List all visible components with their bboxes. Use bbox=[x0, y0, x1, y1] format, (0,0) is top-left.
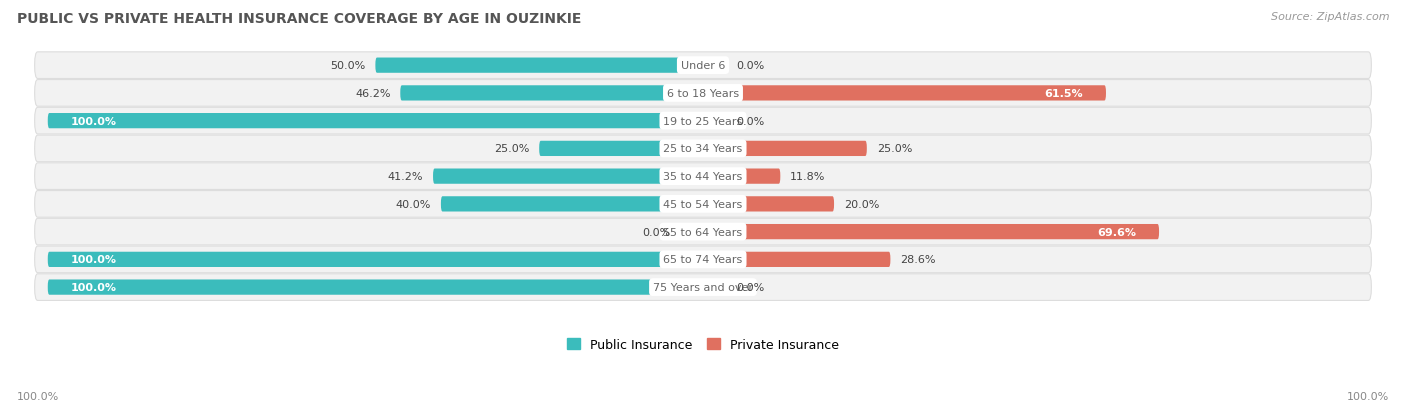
Text: 69.6%: 69.6% bbox=[1097, 227, 1136, 237]
Text: 25.0%: 25.0% bbox=[494, 144, 530, 154]
Text: 25 to 34 Years: 25 to 34 Years bbox=[664, 144, 742, 154]
FancyBboxPatch shape bbox=[48, 252, 703, 267]
Text: 65 to 74 Years: 65 to 74 Years bbox=[664, 255, 742, 265]
Text: 0.0%: 0.0% bbox=[643, 227, 671, 237]
Text: 61.5%: 61.5% bbox=[1045, 89, 1083, 99]
FancyBboxPatch shape bbox=[703, 141, 868, 157]
Text: 20.0%: 20.0% bbox=[844, 199, 879, 209]
Text: 100.0%: 100.0% bbox=[70, 255, 117, 265]
FancyBboxPatch shape bbox=[35, 219, 1371, 245]
Text: Under 6: Under 6 bbox=[681, 61, 725, 71]
Text: 100.0%: 100.0% bbox=[70, 116, 117, 126]
FancyBboxPatch shape bbox=[703, 252, 890, 267]
Text: 11.8%: 11.8% bbox=[790, 172, 825, 182]
Text: 40.0%: 40.0% bbox=[395, 199, 432, 209]
Text: 75 Years and over: 75 Years and over bbox=[652, 282, 754, 292]
Text: 28.6%: 28.6% bbox=[900, 255, 936, 265]
FancyBboxPatch shape bbox=[433, 169, 703, 184]
FancyBboxPatch shape bbox=[35, 136, 1371, 162]
Text: Source: ZipAtlas.com: Source: ZipAtlas.com bbox=[1271, 12, 1389, 22]
Text: 100.0%: 100.0% bbox=[17, 391, 59, 401]
Text: 6 to 18 Years: 6 to 18 Years bbox=[666, 89, 740, 99]
Text: 0.0%: 0.0% bbox=[735, 282, 763, 292]
Text: 25.0%: 25.0% bbox=[876, 144, 912, 154]
FancyBboxPatch shape bbox=[703, 280, 725, 295]
FancyBboxPatch shape bbox=[703, 169, 780, 184]
FancyBboxPatch shape bbox=[35, 53, 1371, 79]
FancyBboxPatch shape bbox=[703, 114, 725, 129]
Text: 46.2%: 46.2% bbox=[354, 89, 391, 99]
FancyBboxPatch shape bbox=[703, 224, 1159, 240]
FancyBboxPatch shape bbox=[35, 191, 1371, 218]
Text: PUBLIC VS PRIVATE HEALTH INSURANCE COVERAGE BY AGE IN OUZINKIE: PUBLIC VS PRIVATE HEALTH INSURANCE COVER… bbox=[17, 12, 581, 26]
Text: 41.2%: 41.2% bbox=[388, 172, 423, 182]
Text: 0.0%: 0.0% bbox=[735, 116, 763, 126]
Text: 45 to 54 Years: 45 to 54 Years bbox=[664, 199, 742, 209]
Text: 35 to 44 Years: 35 to 44 Years bbox=[664, 172, 742, 182]
FancyBboxPatch shape bbox=[703, 58, 725, 74]
FancyBboxPatch shape bbox=[375, 58, 703, 74]
Legend: Public Insurance, Private Insurance: Public Insurance, Private Insurance bbox=[562, 333, 844, 356]
Text: 55 to 64 Years: 55 to 64 Years bbox=[664, 227, 742, 237]
FancyBboxPatch shape bbox=[35, 247, 1371, 273]
Text: 50.0%: 50.0% bbox=[330, 61, 366, 71]
FancyBboxPatch shape bbox=[401, 86, 703, 101]
Text: 100.0%: 100.0% bbox=[70, 282, 117, 292]
Text: 100.0%: 100.0% bbox=[1347, 391, 1389, 401]
FancyBboxPatch shape bbox=[441, 197, 703, 212]
FancyBboxPatch shape bbox=[48, 114, 703, 129]
FancyBboxPatch shape bbox=[681, 224, 703, 240]
FancyBboxPatch shape bbox=[48, 280, 703, 295]
FancyBboxPatch shape bbox=[703, 86, 1107, 101]
FancyBboxPatch shape bbox=[703, 197, 834, 212]
Text: 0.0%: 0.0% bbox=[735, 61, 763, 71]
Text: 19 to 25 Years: 19 to 25 Years bbox=[664, 116, 742, 126]
FancyBboxPatch shape bbox=[35, 164, 1371, 190]
FancyBboxPatch shape bbox=[538, 141, 703, 157]
FancyBboxPatch shape bbox=[35, 108, 1371, 135]
FancyBboxPatch shape bbox=[35, 274, 1371, 301]
FancyBboxPatch shape bbox=[35, 81, 1371, 107]
